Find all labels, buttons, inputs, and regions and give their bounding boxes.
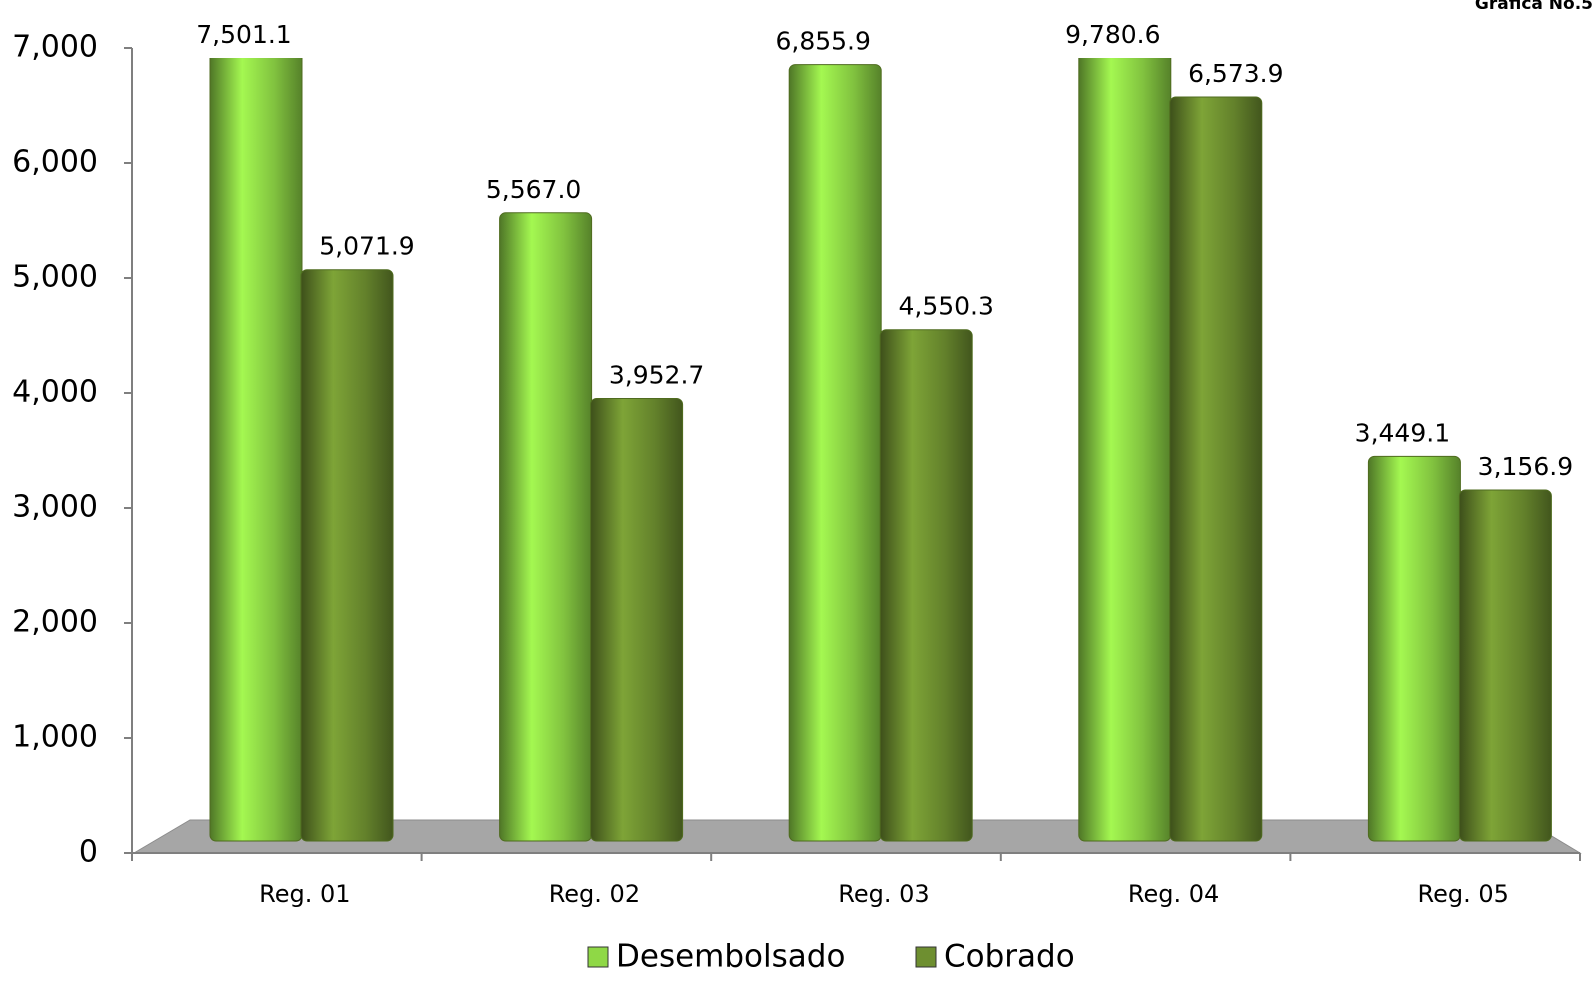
x-tick-label: Reg. 02 bbox=[549, 880, 640, 908]
bar bbox=[879, 329, 973, 842]
x-tick-label: Reg. 03 bbox=[838, 880, 929, 908]
y-tick-label: 5,000 bbox=[12, 260, 98, 295]
bar bbox=[590, 397, 684, 842]
y-tick-label: 1,000 bbox=[12, 720, 98, 755]
x-tick-label: Reg. 04 bbox=[1128, 880, 1219, 908]
legend-label: Desembolsado bbox=[616, 939, 845, 975]
value-label: 5,567.0 bbox=[486, 175, 581, 204]
bar bbox=[1169, 96, 1263, 842]
y-tick-label: 4,000 bbox=[12, 375, 98, 410]
bar bbox=[1367, 455, 1461, 842]
value-label: 7,501.1 bbox=[196, 20, 291, 49]
legend-label: Cobrado bbox=[944, 939, 1075, 975]
plot-area bbox=[209, 58, 1552, 842]
bar bbox=[499, 212, 593, 842]
y-tick-label: 2,000 bbox=[12, 605, 98, 640]
bar bbox=[209, 58, 303, 842]
value-label: 4,550.3 bbox=[898, 292, 993, 321]
value-label: 3,156.9 bbox=[1478, 452, 1573, 481]
legend-swatch bbox=[915, 946, 937, 968]
y-tick-label: 3,000 bbox=[12, 490, 98, 525]
bar bbox=[788, 64, 882, 842]
x-tick-label: Reg. 05 bbox=[1417, 880, 1508, 908]
value-label: 9,780.6 bbox=[1065, 20, 1160, 49]
legend-swatch bbox=[587, 946, 609, 968]
value-label: 6,855.9 bbox=[775, 27, 870, 56]
bar bbox=[300, 269, 394, 842]
bar bbox=[1458, 489, 1552, 842]
y-tick-label: 6,000 bbox=[12, 145, 98, 180]
bar bbox=[1078, 58, 1172, 842]
value-label: 6,573.9 bbox=[1188, 59, 1283, 88]
value-label: 3,449.1 bbox=[1355, 418, 1450, 447]
value-label: 5,071.9 bbox=[319, 232, 414, 261]
chart-title: Gráfica No.5 bbox=[1475, 0, 1593, 14]
y-tick-label: 0 bbox=[79, 835, 98, 870]
y-tick-label: 7,000 bbox=[12, 30, 98, 65]
value-label: 3,952.7 bbox=[609, 360, 704, 389]
x-tick-label: Reg. 01 bbox=[259, 880, 350, 908]
